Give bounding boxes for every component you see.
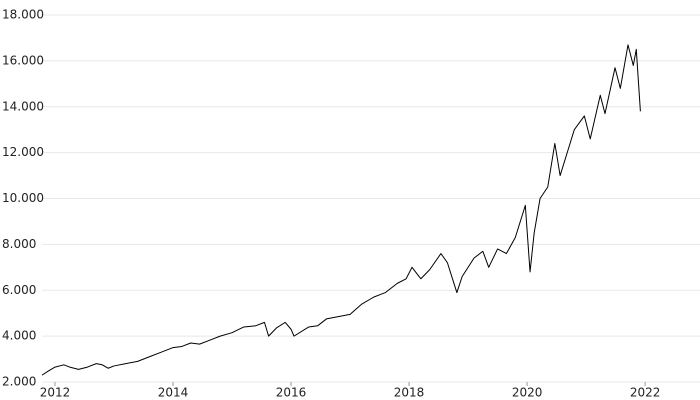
y-tick-label: 6.000 [2,283,36,297]
y-tick-label: 10.000 [2,191,44,205]
x-tick-label: 2012 [40,386,71,400]
y-tick-label: 4.000 [2,329,36,343]
y-tick-label: 18.000 [2,8,44,22]
line [41,44,641,376]
y-tick-label: 14.000 [2,99,44,113]
y-tick-label: 16.000 [2,53,44,67]
y-tick-label: 12.000 [2,145,44,159]
x-tick-label: 2014 [158,386,189,400]
x-tick-label: 2016 [276,386,307,400]
y-tick-label: 8.000 [2,237,36,251]
x-tick-label: 2020 [512,386,543,400]
x-tick-label: 2022 [630,386,661,400]
x-tick-label: 2018 [394,386,425,400]
y-tick-label: 2.000 [2,375,36,389]
